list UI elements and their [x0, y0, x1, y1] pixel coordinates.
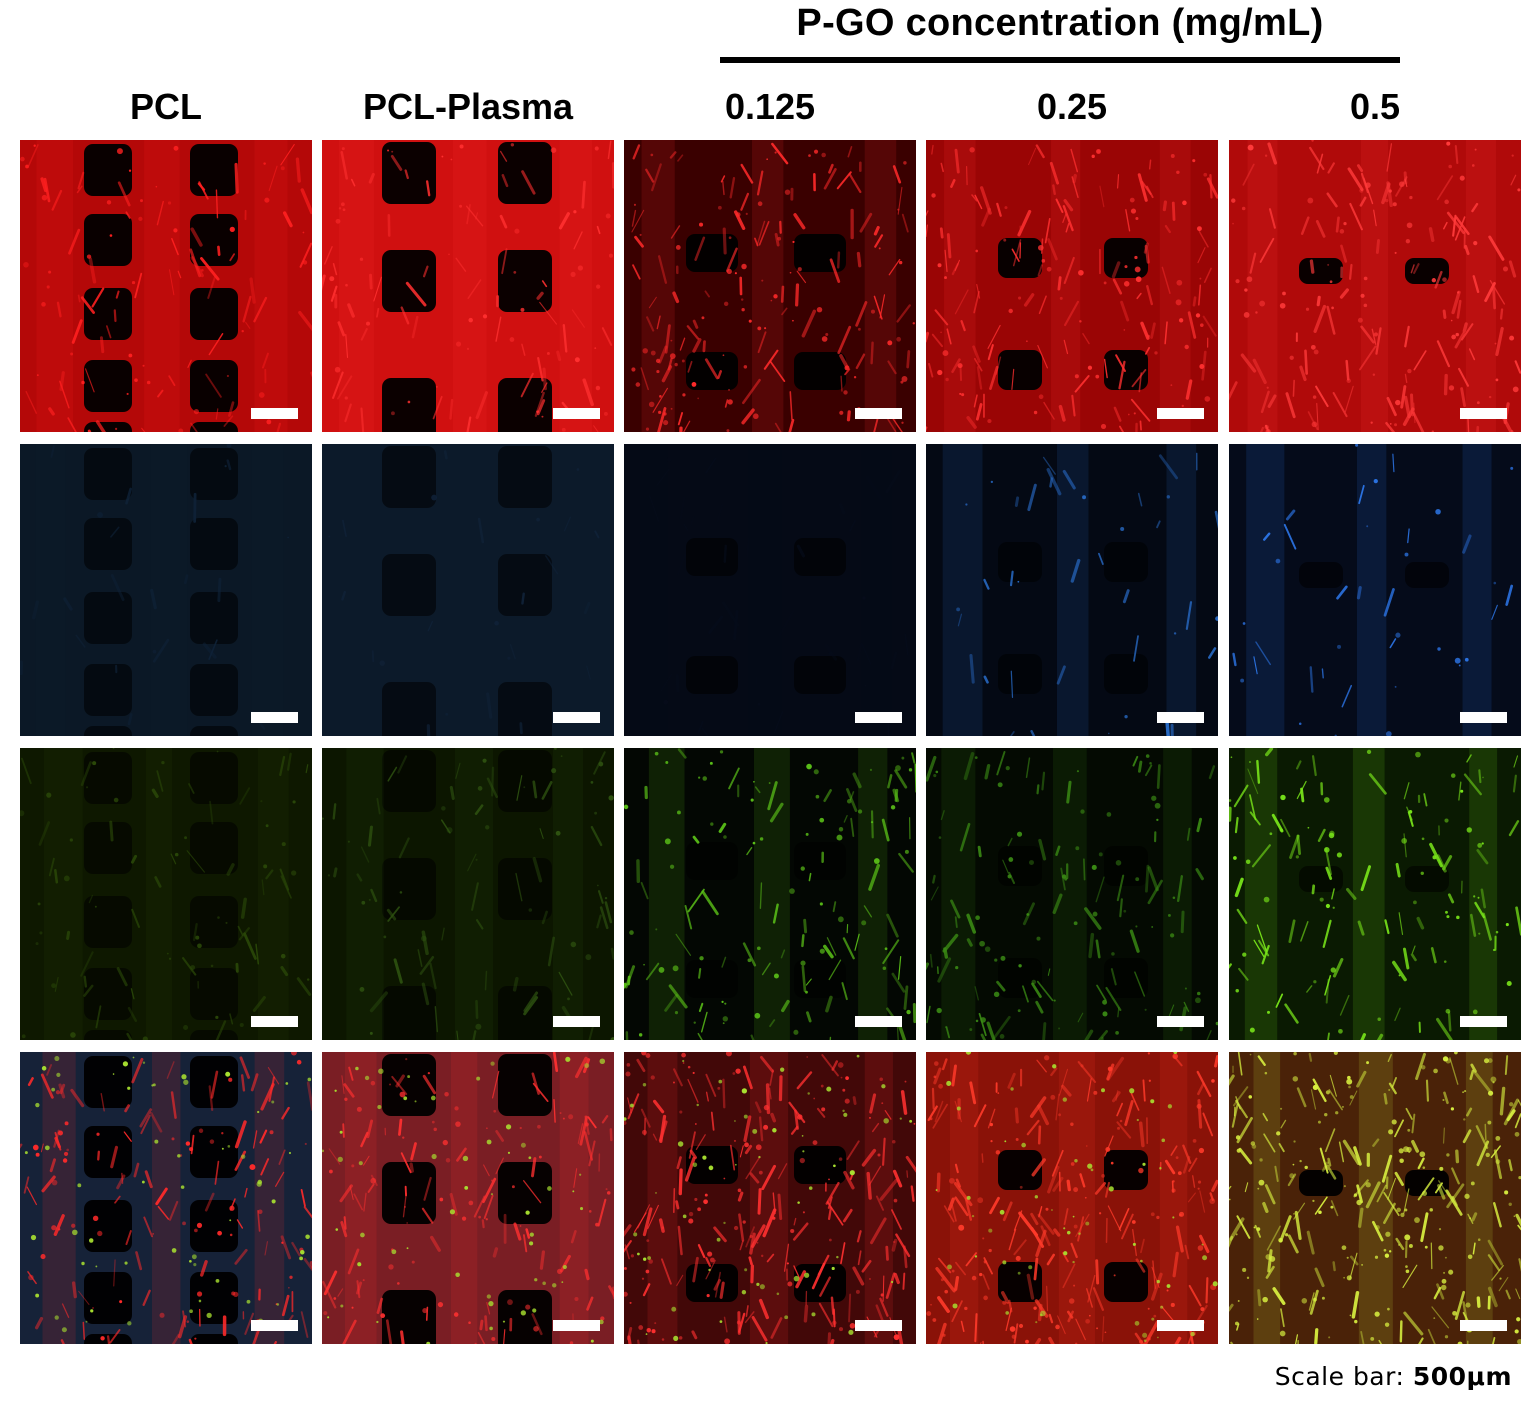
micrograph-image — [20, 444, 312, 736]
micrograph-merged-025 — [926, 1052, 1218, 1344]
group-title: P-GO concentration (mg/mL) — [796, 2, 1324, 44]
column-label-pcl-plasma: PCL-Plasma — [362, 86, 574, 127]
micrograph-image — [1229, 1052, 1521, 1344]
micrograph-image — [624, 1052, 916, 1344]
scale-bar — [1460, 712, 1507, 723]
scale-bar — [1157, 1016, 1204, 1027]
group-bracket-line — [720, 57, 1400, 63]
scale-bar — [1460, 408, 1507, 419]
column-label-pcl: PCL — [130, 86, 202, 127]
scale-bar — [1157, 408, 1204, 419]
micrograph-image — [926, 748, 1218, 1040]
micrograph-image — [20, 1052, 312, 1344]
column-label-025: 0.25 — [1036, 86, 1108, 127]
micrograph-green-0125 — [624, 748, 916, 1040]
scale-note: Scale bar: 500μm — [1275, 1362, 1512, 1391]
micrograph-blue-pcl-plasma — [322, 444, 614, 736]
micrograph-green-pcl — [20, 748, 312, 1040]
micrograph-image — [322, 140, 614, 432]
micrograph-image — [20, 748, 312, 1040]
scale-bar — [855, 712, 902, 723]
scale-bar — [251, 408, 298, 419]
micrograph-image — [1229, 444, 1521, 736]
scale-value: 500μm — [1412, 1362, 1512, 1391]
scale-bar — [1157, 712, 1204, 723]
micrograph-red-0125 — [624, 140, 916, 432]
scale-bar — [553, 408, 600, 419]
micrograph-image — [926, 444, 1218, 736]
micrograph-merged-pcl — [20, 1052, 312, 1344]
micrograph-green-pcl-plasma — [322, 748, 614, 1040]
scale-bar — [1460, 1320, 1507, 1331]
scale-bar — [251, 1016, 298, 1027]
micrograph-image — [322, 1052, 614, 1344]
micrograph-red-pcl-plasma — [322, 140, 614, 432]
scale-bar — [553, 1320, 600, 1331]
micrograph-blue-pcl — [20, 444, 312, 736]
micrograph-red-pcl — [20, 140, 312, 432]
scale-bar — [855, 1016, 902, 1027]
scale-bar — [553, 1016, 600, 1027]
micrograph-merged-0125 — [624, 1052, 916, 1344]
micrograph-green-025 — [926, 748, 1218, 1040]
scale-bar — [855, 1320, 902, 1331]
scale-label: Scale bar: — [1274, 1362, 1405, 1391]
micrograph-green-05 — [1229, 748, 1521, 1040]
micrograph-image — [1229, 140, 1521, 432]
scale-bar — [553, 712, 600, 723]
micrograph-blue-025 — [926, 444, 1218, 736]
micrograph-image — [624, 140, 916, 432]
micrograph-image — [624, 444, 916, 736]
micrograph-image — [1229, 748, 1521, 1040]
micrograph-merged-05 — [1229, 1052, 1521, 1344]
micrograph-image — [322, 444, 614, 736]
scale-bar — [1157, 1320, 1204, 1331]
scale-bar — [251, 1320, 298, 1331]
column-label-0125: 0.125 — [724, 86, 816, 127]
micrograph-image — [20, 140, 312, 432]
scale-bar — [251, 712, 298, 723]
micrograph-red-05 — [1229, 140, 1521, 432]
micrograph-red-025 — [926, 140, 1218, 432]
micrograph-blue-05 — [1229, 444, 1521, 736]
micrograph-blue-0125 — [624, 444, 916, 736]
micrograph-image — [624, 748, 916, 1040]
micrograph-image — [926, 1052, 1218, 1344]
micrograph-merged-pcl-plasma — [322, 1052, 614, 1344]
scale-bar — [855, 408, 902, 419]
micrograph-image — [322, 748, 614, 1040]
micrograph-image — [926, 140, 1218, 432]
scale-bar — [1460, 1016, 1507, 1027]
column-label-05: 0.5 — [1349, 86, 1401, 127]
